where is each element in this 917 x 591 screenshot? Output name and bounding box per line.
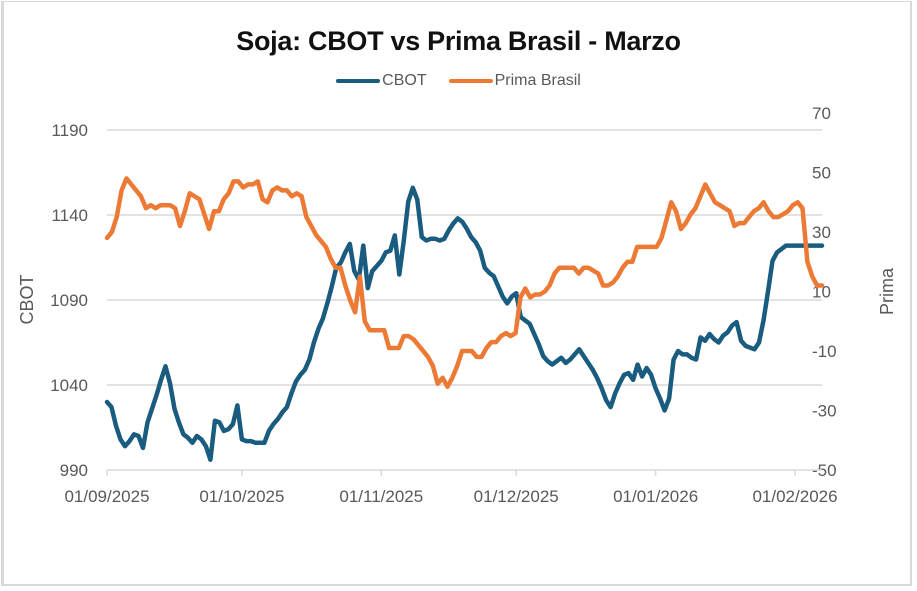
series-line-prima-brasil (104, 176, 825, 389)
y-right-tick-label: 30 (812, 223, 831, 242)
y-right-tick-label: -30 (812, 402, 837, 421)
x-tick-label: 01/09/2025 (64, 487, 149, 506)
x-tick-label: 01/10/2025 (199, 487, 284, 506)
y-left-tick-label: 1140 (51, 206, 88, 225)
series-line-cbot (104, 185, 825, 463)
y-right-tick-label: -10 (812, 342, 837, 361)
y-left-tick-label: 1090 (50, 291, 88, 310)
y-right-tick-label: 70 (812, 104, 831, 123)
x-tick-label: 01/01/2026 (613, 487, 698, 506)
y-left-tick-label: 990 (60, 461, 88, 480)
x-tick-label: 01/02/2026 (752, 487, 837, 506)
legend-item-cbot[interactable]: CBOT (336, 72, 427, 90)
chart-legend: CBOT Prima Brasil (0, 72, 917, 90)
x-tick-label: 01/11/2025 (339, 487, 423, 506)
legend-swatch-cbot (336, 79, 381, 83)
chart-title: Soja: CBOT vs Prima Brasil - Marzo (236, 26, 681, 56)
legend-label-cbot: CBOT (382, 72, 427, 89)
y-left-axis-title: CBOT (17, 274, 37, 324)
y-left-tick-label: 1040 (50, 376, 88, 395)
y-right-tick-label: -50 (812, 461, 837, 480)
y-right-axis-title: Prima (877, 267, 897, 315)
legend-item-prima[interactable]: Prima Brasil (448, 72, 581, 90)
y-left-tick-label: 1190 (51, 121, 88, 140)
x-tick-label: 01/12/2025 (474, 487, 559, 506)
legend-swatch-prima (448, 79, 493, 83)
legend-label-prima: Prima Brasil (494, 72, 581, 89)
y-right-tick-label: 50 (812, 164, 831, 183)
